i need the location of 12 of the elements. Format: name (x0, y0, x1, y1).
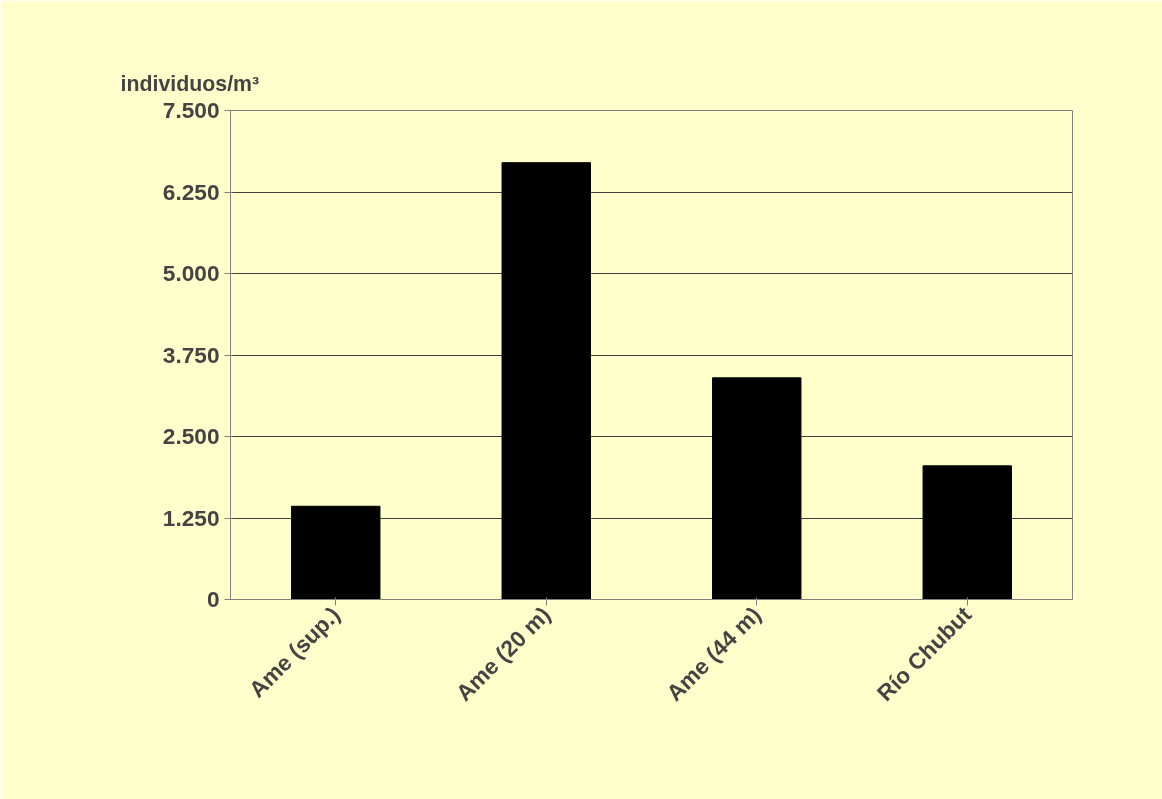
y-tick-label: 5.000 (162, 260, 220, 286)
y-tick-label: 6.250 (162, 178, 220, 205)
y-axis-title: individuos/m³ (120, 71, 260, 96)
bar (501, 162, 591, 600)
y-tick-label: 3.750 (162, 341, 220, 368)
bar (291, 505, 381, 600)
y-tick-label: 0 (206, 586, 220, 612)
bar (922, 465, 1012, 600)
y-tick-label: 7.500 (162, 97, 220, 123)
bar (712, 377, 802, 600)
y-tick-label: 2.500 (162, 423, 220, 449)
y-tick-label: 1.250 (162, 504, 220, 531)
